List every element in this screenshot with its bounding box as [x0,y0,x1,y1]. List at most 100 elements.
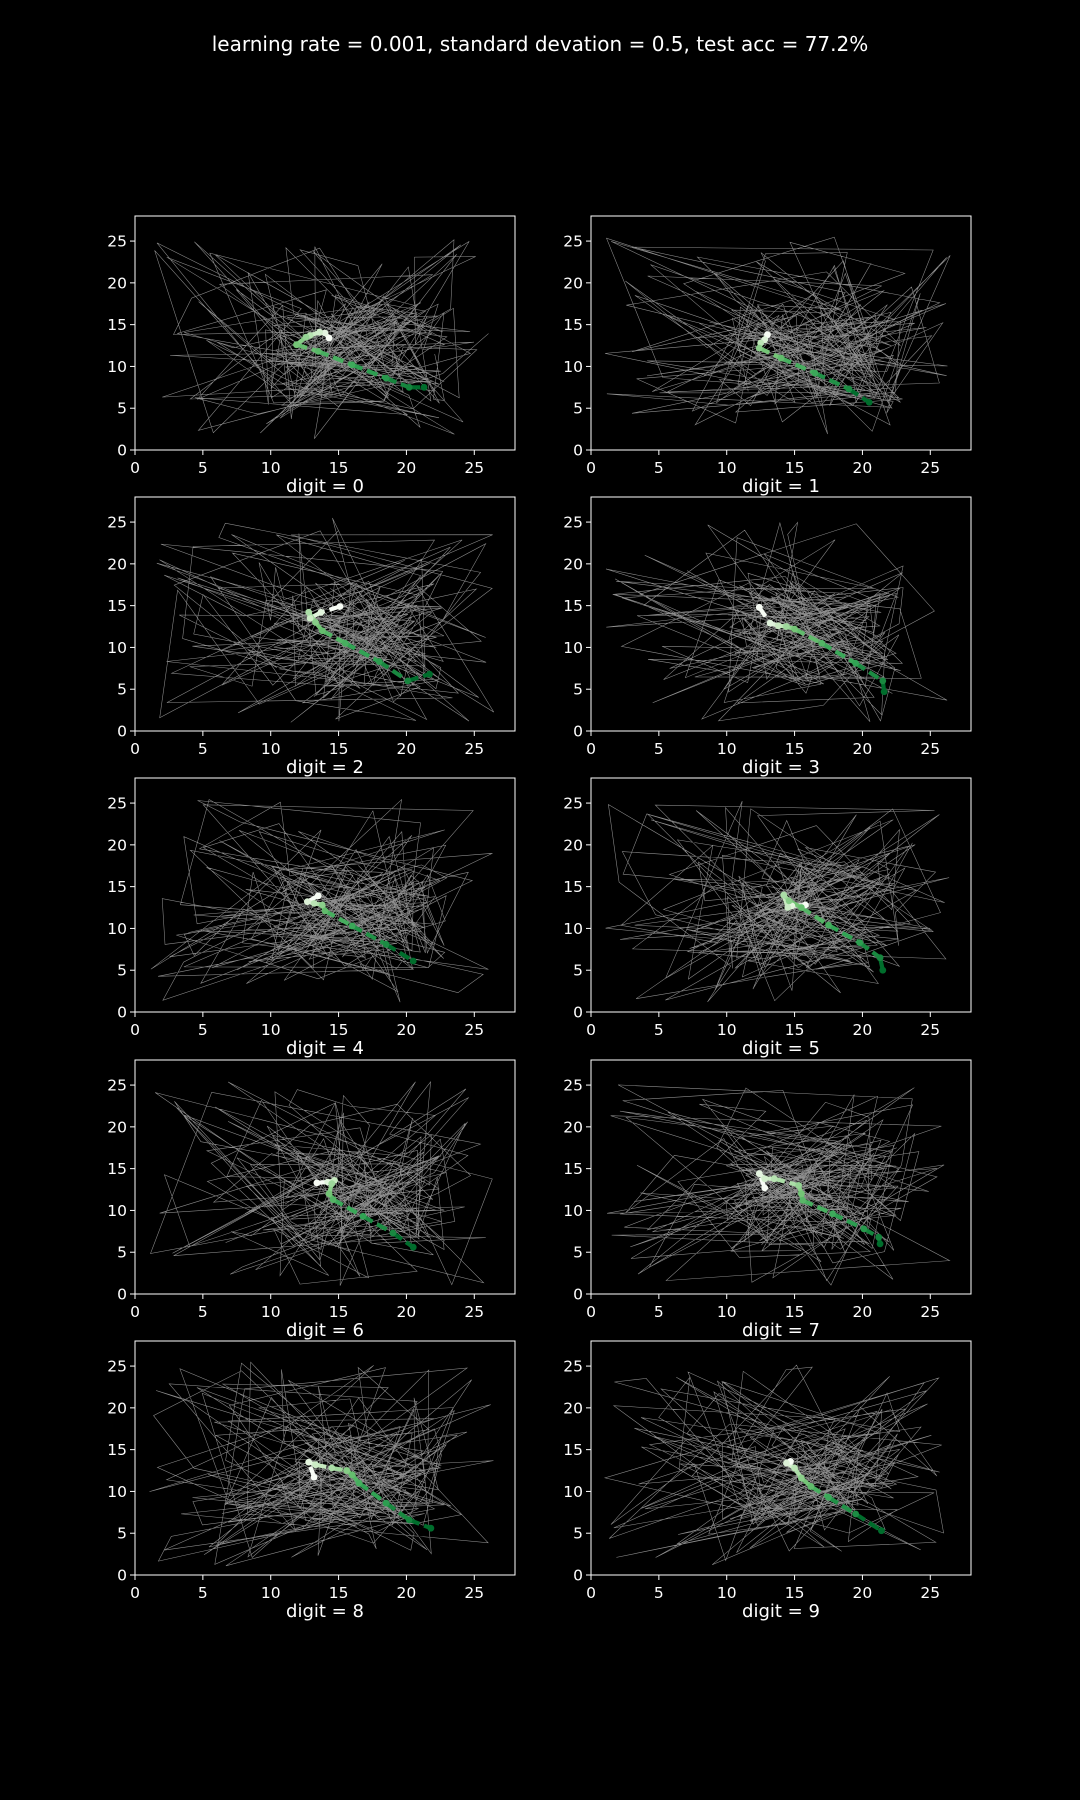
path-point [314,347,322,355]
subplot-title: digit = 9 [742,1601,820,1622]
path-segment [385,376,410,390]
path-segment [858,940,882,960]
path-point [321,329,329,337]
noise-trajectory-line [605,521,948,722]
path-point [336,603,344,610]
path-segment [780,356,816,376]
y-tick-label: 25 [107,514,127,532]
y-tick-label: 5 [573,962,583,980]
plot-area [605,800,950,1003]
y-tick-label: 25 [563,233,583,251]
y-tick-label: 25 [563,795,583,813]
x-tick-label: 25 [464,459,484,477]
path-segment [758,346,782,360]
y-tick-label: 5 [573,1244,583,1262]
path-point [317,608,325,616]
path-point [879,677,887,685]
x-tick-label: 15 [785,1584,805,1602]
path-point [774,622,782,630]
x-tick-label: 0 [130,459,140,477]
path-point [409,1243,417,1251]
x-tick-label: 15 [329,1021,349,1039]
y-tick-label: 5 [573,400,583,418]
path-point [409,957,417,965]
y-tick-label: 0 [573,723,583,741]
path-point [783,623,790,630]
path-point [325,1190,333,1198]
x-tick-label: 0 [586,1584,596,1602]
y-tick-label: 15 [107,1160,127,1178]
x-tick-label: 15 [785,459,805,477]
path-point [856,939,864,947]
subplot-digit-1: 0 5 10 15 20 25 0 5 10 15 20 25 digit = 1 [563,215,972,497]
x-tick-label: 10 [717,740,737,758]
y-tick-label: 15 [107,1441,127,1459]
path-point [797,1474,805,1482]
path-point [341,639,349,647]
noise-trajectory-line [605,800,950,1003]
x-tick-label: 5 [198,1021,208,1039]
path-point [829,1210,836,1218]
noise-trajectory-line [604,236,951,435]
y-tick-label: 10 [563,920,583,938]
subplot-digit-4: 0 5 10 15 20 25 0 5 10 15 20 25 digit = 4 [107,777,516,1059]
path-segment [827,923,861,945]
path-point [876,954,884,962]
path-segment [814,371,850,391]
path-point [302,333,310,341]
path-point [382,940,390,948]
subplot-title: digit = 2 [286,757,364,778]
x-tick-label: 0 [130,1584,140,1602]
path-point [316,328,323,336]
path-segment [407,672,431,683]
plot-area [604,236,951,435]
path-segment [854,661,884,683]
plot-area [154,239,489,439]
y-tick-label: 10 [107,920,127,938]
path-point [389,1229,397,1237]
x-tick-label: 5 [654,1303,664,1321]
y-tick-label: 20 [107,1399,127,1417]
y-tick-label: 10 [107,1483,127,1501]
subplot-digit-6: 0 5 10 15 20 25 0 5 10 15 20 25 digit = 6 [107,1059,516,1341]
noise-trajectory-line [149,1361,494,1567]
x-tick-label: 20 [853,1303,873,1321]
subplot-digit-9: 0 5 10 15 20 25 0 5 10 15 20 25 digit = 9 [563,1340,972,1622]
subplot-title: digit = 0 [286,476,364,497]
subplot-title: digit = 8 [286,1601,364,1622]
path-point [427,1524,435,1532]
path-segment [344,641,381,664]
x-tick-label: 20 [853,459,873,477]
path-segment [361,1214,394,1235]
path-point [879,966,887,974]
noise-trajectory-line [156,517,495,723]
noise-trajectory-line [150,1080,493,1286]
path-segment [351,924,388,947]
x-tick-label: 5 [654,1584,664,1602]
path-point [755,1170,763,1178]
noise-trajectory-line [154,239,489,439]
x-tick-label: 25 [464,740,484,758]
x-tick-label: 10 [261,459,281,477]
x-tick-label: 20 [853,1021,873,1039]
path-point [321,907,329,915]
axes-frame [134,496,516,732]
x-tick-label: 5 [654,740,664,758]
y-tick-label: 20 [563,555,583,573]
path-point [329,1196,337,1203]
subplot-title: digit = 3 [742,757,820,778]
x-tick-label: 25 [920,459,940,477]
axes-frame [134,1340,516,1576]
y-tick-label: 0 [117,442,127,460]
path-point [310,899,318,907]
x-tick-label: 0 [586,459,596,477]
path-point [791,1464,798,1472]
path-point [865,398,873,406]
y-tick-label: 20 [563,836,583,854]
path-segment [384,942,415,963]
subplot-title: digit = 7 [742,1320,820,1341]
subplot-title: digit = 4 [286,1038,364,1059]
y-tick-label: 25 [563,514,583,532]
y-tick-label: 25 [107,1358,127,1376]
path-point [405,383,413,391]
